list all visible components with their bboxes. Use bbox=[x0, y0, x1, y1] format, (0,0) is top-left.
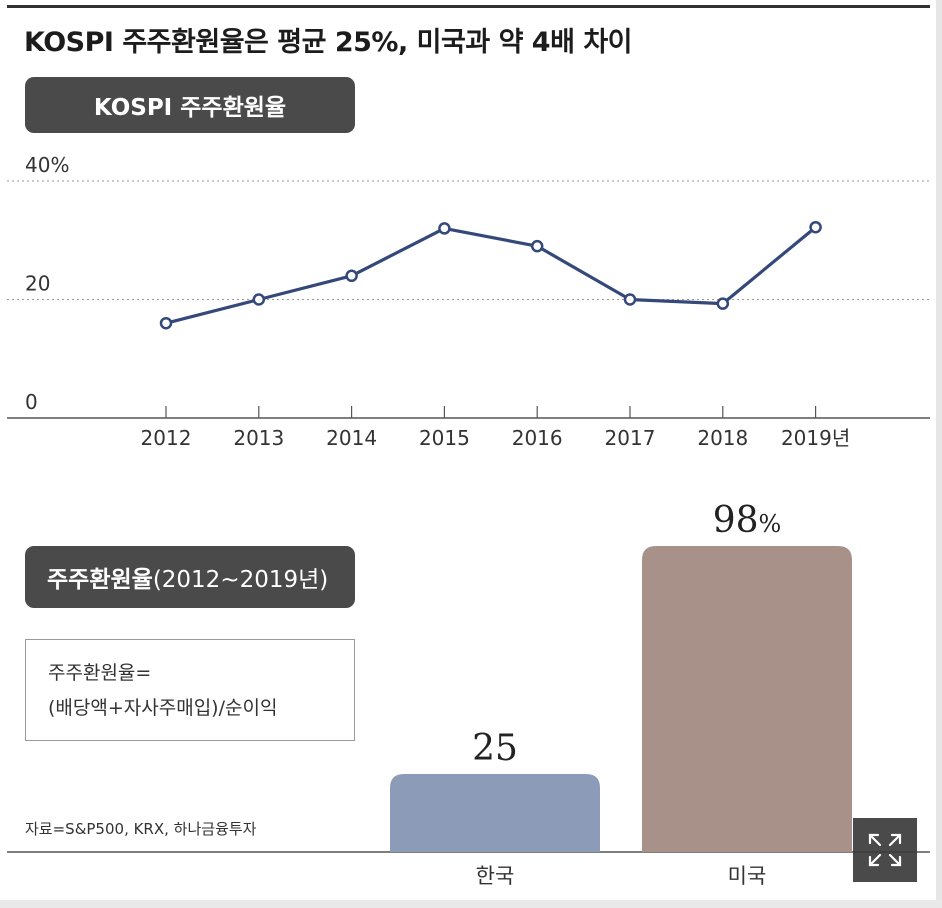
expand-button[interactable] bbox=[853, 818, 917, 882]
data-point bbox=[252, 293, 266, 306]
bar-value-label: 25 bbox=[472, 728, 518, 769]
x-tick-label: 2015 bbox=[419, 426, 470, 450]
bar-value-label: 98% bbox=[713, 500, 782, 541]
x-tick-label: 2016 bbox=[512, 426, 563, 450]
bar-chart: 25 한국 98% 미국 bbox=[7, 500, 930, 888]
top-rule bbox=[7, 5, 930, 8]
formula-box: 주주환원율= (배당액+자사주매입)/순이익 bbox=[25, 639, 355, 741]
y-tick-label: 0 bbox=[25, 390, 38, 414]
y-tick-label: 20 bbox=[25, 272, 50, 296]
data-point bbox=[809, 220, 822, 234]
x-tick-label: 2013 bbox=[233, 426, 284, 450]
y-tick-label: 40% bbox=[25, 153, 69, 177]
data-point bbox=[159, 316, 173, 330]
data-point bbox=[716, 297, 730, 310]
x-tick-label: 2014 bbox=[326, 426, 377, 450]
x-tick-label: 2019년 bbox=[781, 426, 850, 450]
formula-line-2: (배당액+자사주매입)/순이익 bbox=[48, 697, 278, 719]
bar-category-label: 미국 bbox=[728, 864, 767, 888]
bar-category-label: 한국 bbox=[476, 864, 515, 888]
page-title: KOSPI 주주환원율은 평균 25%, 미국과 약 4배 차이 bbox=[24, 27, 633, 58]
line-panel-label: KOSPI 주주환원율 bbox=[25, 77, 355, 133]
bar-korea bbox=[390, 773, 600, 852]
series-line bbox=[165, 225, 817, 325]
bar-panel-label-bold: 주주환원율 bbox=[47, 567, 153, 593]
bar-panel-label-period: (2012~2019년) bbox=[152, 567, 329, 593]
line-chart: 40% 20 0 2012 2013 2014 2015 2016 2017 2018 2019년 bbox=[7, 153, 930, 450]
data-point bbox=[530, 239, 544, 253]
bottom-border bbox=[0, 900, 942, 908]
formula-line-1: 주주환원율= bbox=[48, 662, 152, 684]
data-point bbox=[345, 269, 358, 283]
data-point bbox=[623, 293, 637, 306]
x-tick-label: 2018 bbox=[697, 426, 748, 450]
source-note: 자료=S&P500, KRX, 하나금융투자 bbox=[25, 820, 257, 838]
bar-panel-label: 주주환원율 (2012~2019년) bbox=[25, 546, 355, 608]
x-tick-label: 2017 bbox=[605, 426, 656, 450]
expand-arrows-icon bbox=[868, 833, 902, 867]
x-tick-label: 2012 bbox=[141, 426, 192, 450]
right-border bbox=[936, 0, 942, 908]
data-point bbox=[438, 222, 451, 235]
bar-us bbox=[642, 546, 852, 852]
